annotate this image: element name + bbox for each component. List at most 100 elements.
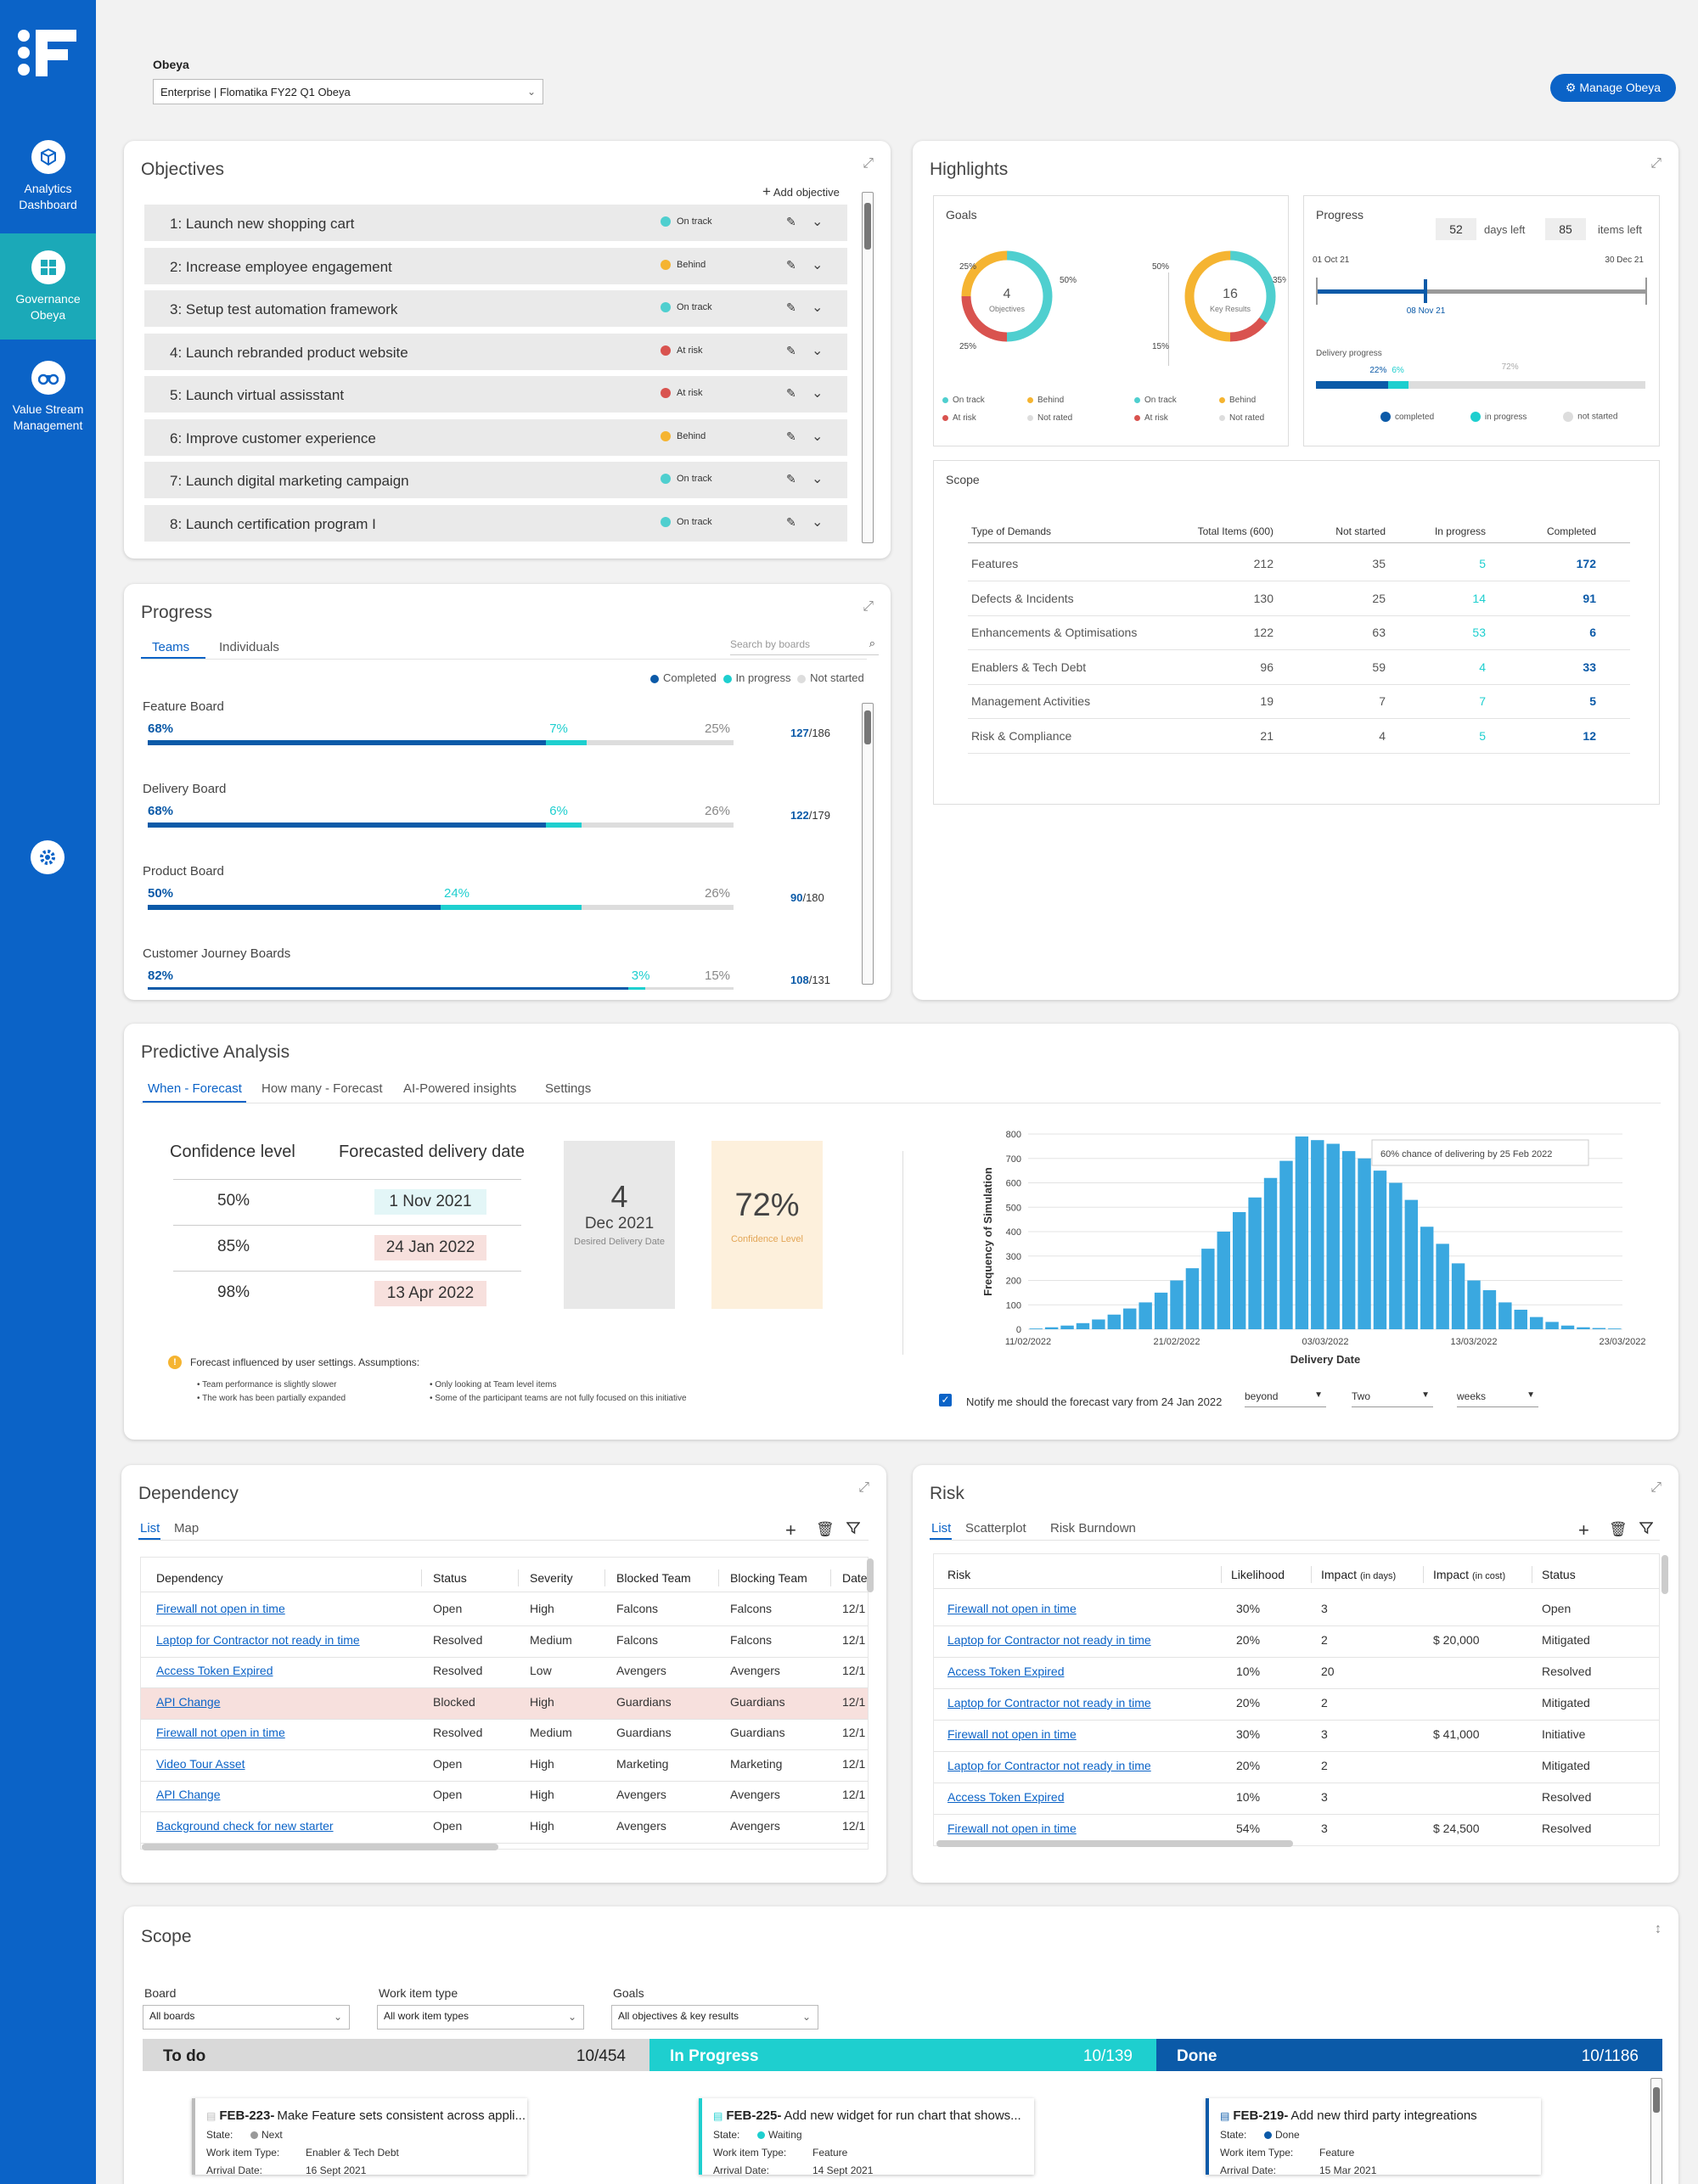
objective-row[interactable]: 6: Improve customer experience Behind ✎ ⌄ <box>144 418 847 456</box>
dependency-link[interactable]: Firewall not open in time <box>156 1602 285 1615</box>
chevron-down-icon[interactable]: ⌄ <box>812 257 824 272</box>
filter-icon[interactable] <box>1639 1521 1654 1535</box>
add-objective-button[interactable]: + Add objective <box>762 183 840 200</box>
expand-icon[interactable]: ⤢ <box>863 156 874 171</box>
chevron-down-icon[interactable]: ⌄ <box>812 300 824 315</box>
objective-label: 6: Improve customer experience <box>170 430 376 446</box>
objective-row[interactable]: 2: Increase employee engagement Behind ✎ ⌄ <box>144 247 847 284</box>
notify-select-unit[interactable]: weeks ▼ <box>1457 1390 1538 1407</box>
sidebar-item-value-stream[interactable]: Value Stream Management <box>0 344 96 450</box>
tab-map[interactable]: Map <box>174 1521 200 1536</box>
chevron-down-icon[interactable]: ⌄ <box>812 343 824 358</box>
edit-icon[interactable]: ✎ <box>786 429 796 443</box>
dependency-link[interactable]: Video Tour Asset <box>156 1756 245 1771</box>
risk-link[interactable]: Firewall not open in time <box>947 1727 1077 1741</box>
tab-settings[interactable]: Settings <box>545 1081 592 1096</box>
expand-icon[interactable]: ⤢ <box>863 599 874 614</box>
work-item-card[interactable]: ▤ FEB-225- Add new widget for run chart th… <box>699 2098 1034 2176</box>
x-tick-label: 11/02/2022 <box>1005 1337 1051 1347</box>
tab-teams[interactable]: Teams <box>152 640 190 654</box>
sidebar-item-governance[interactable]: Governance Obeya <box>0 233 96 340</box>
expand-icon[interactable]: ⤢ <box>858 1480 869 1495</box>
chevron-down-icon[interactable]: ⌄ <box>812 472 824 486</box>
tab-list[interactable]: List <box>140 1521 160 1536</box>
tab-risk-burndown[interactable]: Risk Burndown <box>1050 1521 1136 1536</box>
dependency-link[interactable]: Background check for new starter <box>156 1818 334 1833</box>
grid-icon <box>31 250 65 284</box>
risk-link[interactable]: Access Token Expired <box>947 1790 1065 1804</box>
notify-checkbox[interactable]: ✓ <box>939 1394 952 1406</box>
dependency-link[interactable]: Firewall not open in time <box>156 1726 285 1739</box>
objective-row[interactable]: 1: Launch new shopping cart On track ✎ ⌄ <box>144 205 847 241</box>
dependency-link[interactable]: Access Token Expired <box>156 1664 273 1677</box>
filter-select[interactable]: All boards ⌄ <box>143 2005 350 2030</box>
objective-row[interactable]: 4: Launch rebranded product website At ri… <box>144 333 847 370</box>
dependency-link[interactable]: API Change <box>156 1788 221 1801</box>
work-item-card[interactable]: ▤ FEB-223- Make Feature sets consistent ac… <box>192 2098 527 2176</box>
tab-individuals[interactable]: Individuals <box>219 640 279 654</box>
board-column-header: To do 10/454 <box>143 2039 649 2071</box>
expand-icon[interactable]: ⤢ <box>1650 1480 1661 1495</box>
note-item: • The work has been partially expanded <box>197 1394 346 1403</box>
risk-link[interactable]: Laptop for Contractor not ready in time <box>947 1633 1151 1647</box>
tab-how-many-forecast[interactable]: How many - Forecast <box>261 1081 383 1096</box>
expand-icon[interactable]: ⤢ <box>1650 156 1661 171</box>
objectives-scrollbar[interactable] <box>862 192 874 543</box>
horizontal-scrollbar[interactable] <box>936 1840 1293 1847</box>
app-logo[interactable] <box>15 25 83 85</box>
chevron-down-icon[interactable]: ⌄ <box>812 429 824 444</box>
vertical-scrollbar[interactable] <box>867 1558 874 1592</box>
chevron-down-icon[interactable]: ⌄ <box>812 386 824 401</box>
obeya-select[interactable]: Enterprise | Flomatika FY22 Q1 Obeya ⌄ <box>153 79 543 104</box>
risk-link[interactable]: Firewall not open in time <box>947 1822 1077 1835</box>
risk-link[interactable]: Firewall not open in time <box>947 1602 1077 1615</box>
edit-icon[interactable]: ✎ <box>786 215 796 228</box>
dependency-link[interactable]: API Change <box>156 1694 221 1709</box>
filter-icon[interactable] <box>846 1521 861 1535</box>
filter-select[interactable]: All work item types ⌄ <box>377 2005 584 2030</box>
dependency-link[interactable]: Laptop for Contractor not ready in time <box>156 1632 360 1647</box>
manage-obeya-button[interactable]: ⚙ Manage Obeya <box>1550 74 1676 102</box>
edit-icon[interactable]: ✎ <box>786 386 796 400</box>
chevron-down-icon[interactable]: ⌄ <box>812 514 824 530</box>
objective-row[interactable]: 3: Setup test automation framework On tra… <box>144 290 847 327</box>
resize-icon[interactable]: ↕ <box>1655 1922 1661 1936</box>
tab-list[interactable]: List <box>931 1521 952 1536</box>
risk-link[interactable]: Access Token Expired <box>947 1665 1065 1678</box>
tab-scatterplot[interactable]: Scatterplot <box>965 1521 1026 1536</box>
board-scrollbar[interactable] <box>1650 2078 1662 2184</box>
trash-icon[interactable]: 🗑 <box>1609 1521 1628 1537</box>
scope-cell: 25 <box>1372 591 1386 605</box>
add-icon[interactable]: + <box>1578 1519 1589 1541</box>
gear-icon[interactable] <box>31 840 65 874</box>
vertical-scrollbar[interactable] <box>1661 1555 1668 1594</box>
objective-row[interactable]: 7: Launch digital marketing campaign On t… <box>144 462 847 498</box>
horizontal-scrollbar[interactable] <box>142 1844 498 1850</box>
sidebar-item-analytics[interactable]: Analytics Dashboard <box>0 123 96 229</box>
notify-select-direction[interactable]: beyond ▼ <box>1245 1390 1326 1407</box>
search-input[interactable]: Search by boards ⌕ <box>730 637 879 655</box>
add-icon[interactable]: + <box>785 1519 796 1541</box>
table-cell: Medium <box>530 1632 572 1647</box>
scope-cell: 4 <box>1479 660 1486 674</box>
work-item-card[interactable]: ▤ FEB-219- Add new third party integreatio… <box>1206 2098 1541 2176</box>
edit-icon[interactable]: ✎ <box>786 343 796 357</box>
progress-scrollbar[interactable] <box>862 703 874 985</box>
filter-select[interactable]: All objectives & key results ⌄ <box>611 2005 818 2030</box>
chevron-down-icon[interactable]: ⌄ <box>812 215 824 229</box>
edit-icon[interactable]: ✎ <box>786 472 796 486</box>
donut-count: 4 <box>1004 287 1011 301</box>
edit-icon[interactable]: ✎ <box>786 257 796 272</box>
risk-link[interactable]: Laptop for Contractor not ready in time <box>947 1696 1151 1710</box>
panel-title: Dependency <box>138 1484 239 1503</box>
objective-row[interactable]: 5: Launch virtual assisstant At risk ✎ ⌄ <box>144 376 847 413</box>
trash-icon[interactable]: 🗑 <box>816 1521 835 1537</box>
edit-icon[interactable]: ✎ <box>786 300 796 314</box>
objective-row[interactable]: 8: Launch certification program I On trac… <box>144 504 847 542</box>
notify-select-amount[interactable]: Two ▼ <box>1352 1390 1433 1407</box>
risk-link[interactable]: Laptop for Contractor not ready in time <box>947 1759 1151 1772</box>
tab-ai-insights[interactable]: AI-Powered insights <box>403 1081 517 1096</box>
edit-icon[interactable]: ✎ <box>786 514 796 529</box>
tab-when-forecast[interactable]: When - Forecast <box>148 1081 242 1096</box>
panel-title: Objectives <box>141 160 225 179</box>
